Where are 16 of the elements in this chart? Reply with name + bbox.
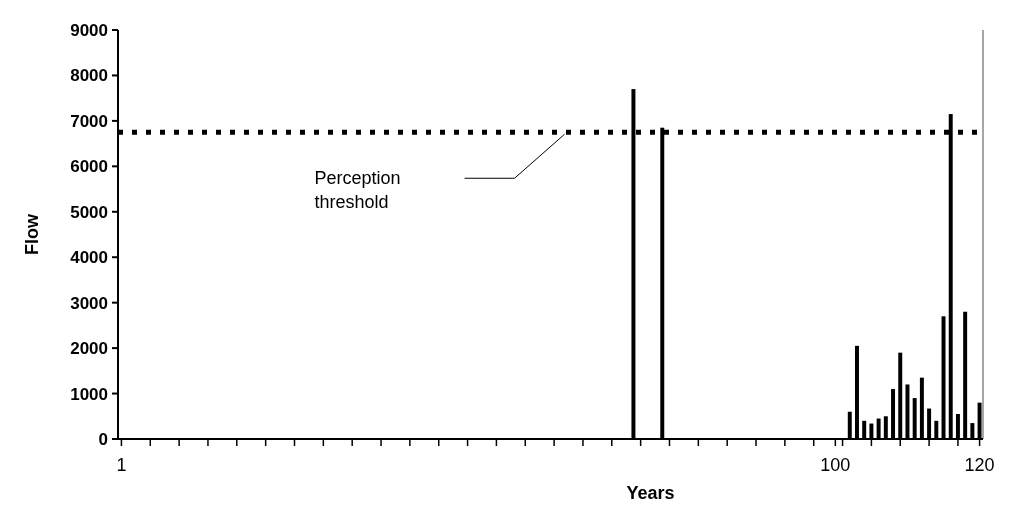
y-tick-label: 8000 — [70, 66, 108, 86]
y-tick-label: 6000 — [70, 157, 108, 177]
y-tick-label: 0 — [98, 429, 108, 449]
y-tick-label: 2000 — [70, 339, 108, 359]
y-axis-title: Flow — [22, 213, 42, 255]
x-tick-label: 100 — [820, 455, 851, 475]
y-tick-label: 7000 — [70, 111, 108, 131]
y-tick-label: 9000 — [70, 20, 108, 40]
x-tick-label: 1 — [116, 455, 127, 475]
x-axis-title: Years — [626, 483, 675, 503]
x-tick-label: 120 — [964, 455, 995, 475]
y-tick-label: 3000 — [70, 293, 108, 313]
y-tick-label: 5000 — [70, 202, 108, 222]
y-tick-label: 4000 — [70, 248, 108, 268]
ref-line-label: Perception threshold — [314, 168, 401, 213]
y-tick-label: 1000 — [70, 384, 108, 404]
